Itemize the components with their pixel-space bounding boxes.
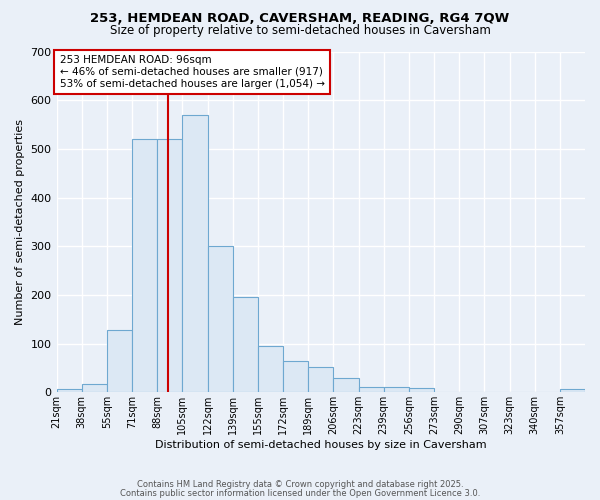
Bar — [409, 388, 434, 392]
Bar — [283, 360, 308, 392]
Y-axis label: Number of semi-detached properties: Number of semi-detached properties — [15, 119, 25, 325]
Bar — [107, 330, 132, 392]
Bar — [82, 384, 107, 392]
Bar — [208, 246, 233, 392]
X-axis label: Distribution of semi-detached houses by size in Caversham: Distribution of semi-detached houses by … — [155, 440, 487, 450]
Bar — [383, 388, 409, 392]
Text: Contains HM Land Registry data © Crown copyright and database right 2025.: Contains HM Land Registry data © Crown c… — [137, 480, 463, 489]
Bar — [560, 389, 585, 392]
Bar — [233, 298, 258, 392]
Text: 253 HEMDEAN ROAD: 96sqm
← 46% of semi-detached houses are smaller (917)
53% of s: 253 HEMDEAN ROAD: 96sqm ← 46% of semi-de… — [59, 56, 325, 88]
Bar — [56, 389, 82, 392]
Bar — [157, 139, 182, 392]
Bar — [334, 378, 359, 392]
Text: Size of property relative to semi-detached houses in Caversham: Size of property relative to semi-detach… — [110, 24, 490, 37]
Text: 253, HEMDEAN ROAD, CAVERSHAM, READING, RG4 7QW: 253, HEMDEAN ROAD, CAVERSHAM, READING, R… — [91, 12, 509, 26]
Text: Contains public sector information licensed under the Open Government Licence 3.: Contains public sector information licen… — [120, 488, 480, 498]
Bar — [308, 367, 334, 392]
Bar — [359, 388, 383, 392]
Bar — [182, 115, 208, 392]
Bar — [258, 346, 283, 393]
Bar — [132, 139, 157, 392]
